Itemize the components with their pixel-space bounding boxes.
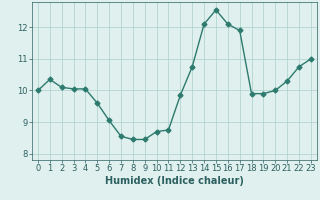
X-axis label: Humidex (Indice chaleur): Humidex (Indice chaleur)	[105, 176, 244, 186]
